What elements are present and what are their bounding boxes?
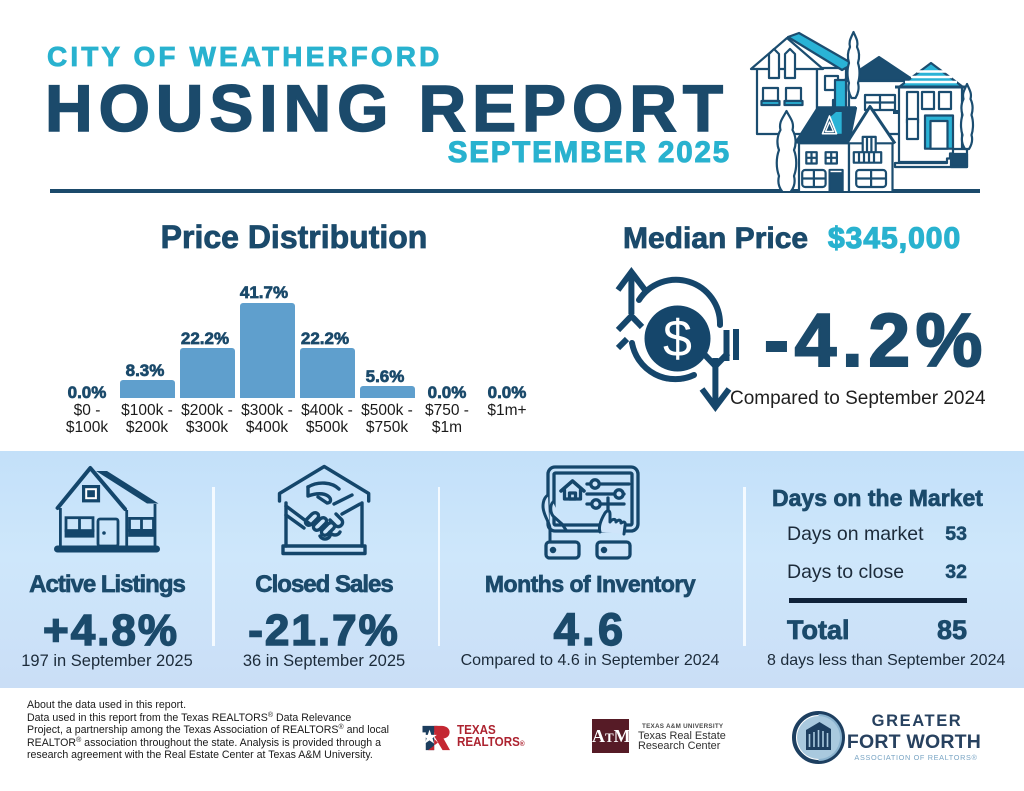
svg-text:$: $ (663, 310, 692, 368)
